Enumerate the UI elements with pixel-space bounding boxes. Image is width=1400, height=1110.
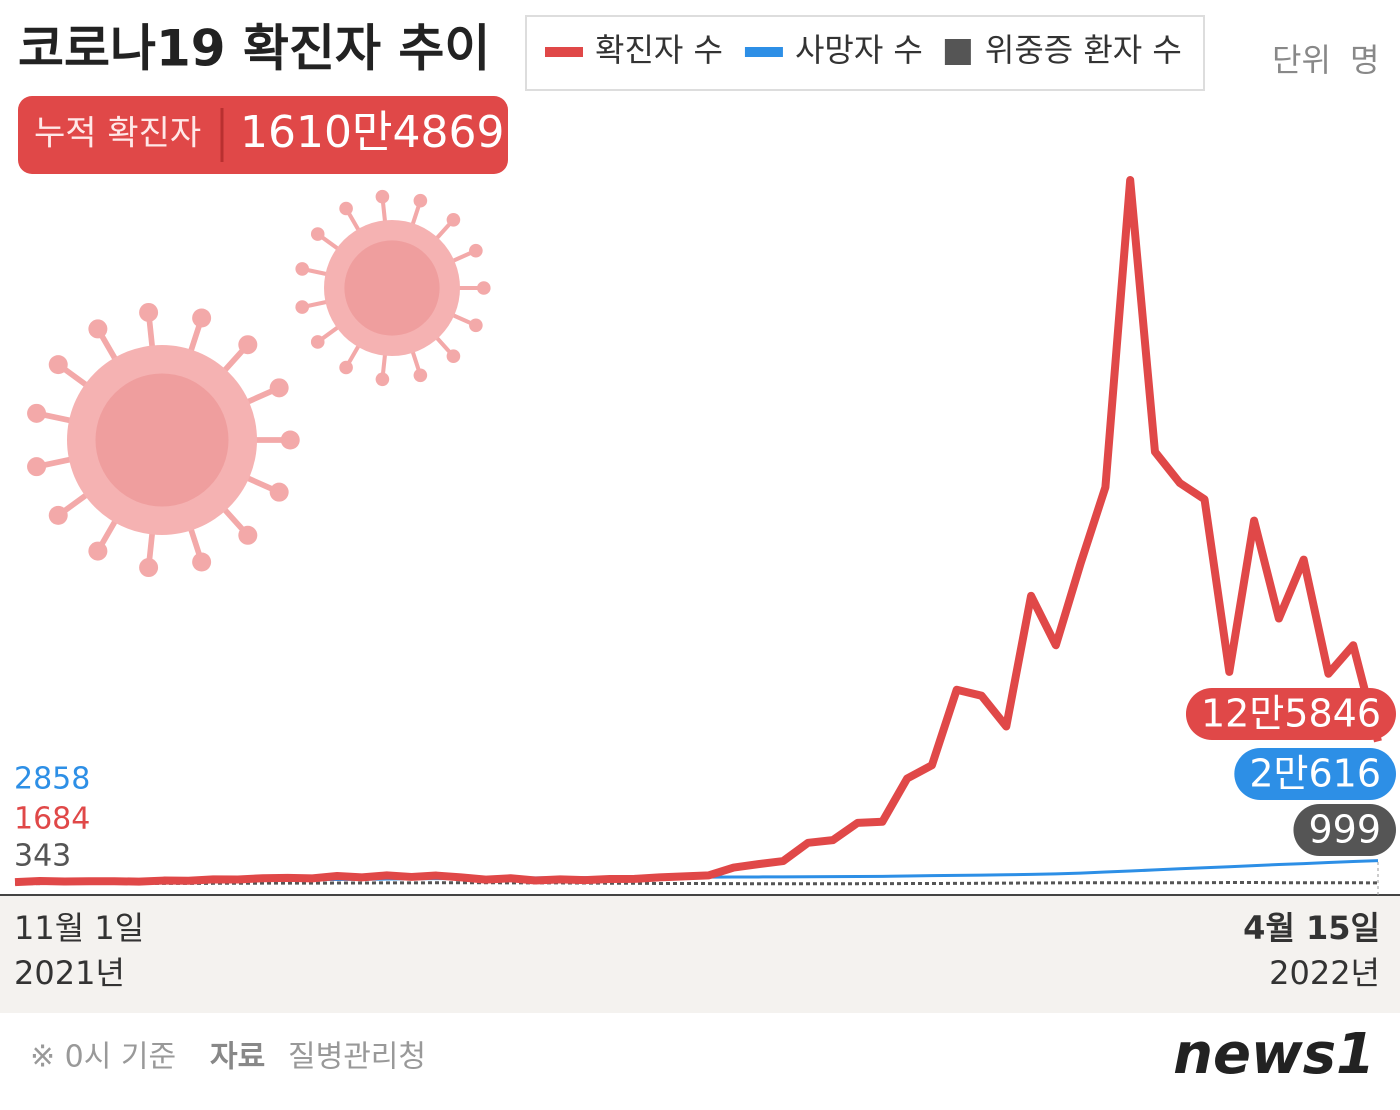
logo: news1	[1173, 1022, 1375, 1087]
virus-spike-tip	[139, 558, 159, 578]
end-value-label: 999	[1308, 808, 1381, 852]
virus-spike-tip	[469, 243, 483, 258]
legend-label: 사망자 수	[795, 31, 923, 69]
virus-spike-tip	[139, 302, 159, 322]
virus-spike-tip	[280, 430, 300, 450]
virus-spike-tip	[310, 227, 325, 241]
x-tick-label: 4월 15일	[1243, 909, 1380, 947]
unit-label: 단위	[1272, 41, 1331, 79]
virus-spike-tip	[446, 212, 461, 227]
virus-spike-tip	[446, 349, 461, 364]
cumulative-value: 1610만4869	[240, 107, 504, 158]
footnote: ※ 0시 기준	[30, 1040, 176, 1075]
virus-spike-tip	[269, 482, 289, 502]
cumulative-label: 누적 확진자	[34, 114, 201, 154]
virus-spike-tip	[413, 368, 428, 383]
virus-illustration	[27, 189, 491, 578]
source: 질병관리청	[288, 1040, 426, 1075]
virus-core	[344, 240, 440, 336]
virus-spike-tip	[477, 281, 491, 295]
end-value-label: 12만5846	[1201, 692, 1381, 736]
legend-label: 확진자 수	[595, 31, 723, 69]
virus-spike-tip	[27, 403, 47, 423]
virus-spike-tip	[413, 193, 428, 208]
end-value-badge	[1293, 804, 1396, 856]
virus-spike-tip	[238, 335, 258, 355]
virus-spike-tip	[375, 372, 390, 387]
end-value-label: 2만616	[1249, 752, 1381, 796]
virus-spike-tip	[27, 457, 47, 477]
legend-swatch	[744, 47, 783, 57]
start-value-label: 1684	[14, 802, 90, 837]
virus-spike-tip	[48, 355, 68, 375]
start-value-label: 343	[14, 839, 71, 874]
unit: 명	[1350, 41, 1379, 79]
chart-title: 코로나19 확진자 추이	[18, 20, 490, 78]
x-year-label: 2021년	[14, 954, 125, 992]
x-year-label: 2022년	[1269, 954, 1380, 992]
legend-swatch	[944, 39, 971, 65]
virus-spike-tip	[469, 318, 483, 333]
x-tick-label: 11월 1일	[14, 909, 144, 947]
virus-spike-tip	[295, 300, 310, 314]
legend-swatch	[545, 47, 583, 57]
start-value-label: 2858	[14, 762, 90, 797]
virus-spike-tip	[339, 360, 353, 375]
legend	[525, 15, 1205, 91]
virus-spike-tip	[295, 262, 310, 276]
legend-label: 위중증 환자 수	[985, 31, 1182, 69]
end-value-badge	[1234, 748, 1396, 800]
virus-spike-tip	[192, 552, 212, 572]
virus-spike-tip	[310, 335, 325, 349]
virus-core	[95, 373, 229, 507]
virus-spike-tip	[48, 505, 68, 525]
virus-spike-tip	[339, 201, 353, 216]
virus-spike-tip	[238, 525, 258, 545]
virus-spike-tip	[192, 308, 212, 328]
virus-spike-tip	[269, 378, 289, 398]
virus-spike-tip	[88, 319, 108, 339]
x-axis-band	[0, 895, 1400, 1013]
virus-spike-tip	[375, 189, 390, 204]
source-label: 자료	[210, 1040, 265, 1075]
cumulative-badge	[18, 96, 508, 174]
series-line	[14, 175, 1382, 887]
virus-spike-tip	[88, 541, 108, 561]
end-value-badge	[1185, 688, 1396, 740]
